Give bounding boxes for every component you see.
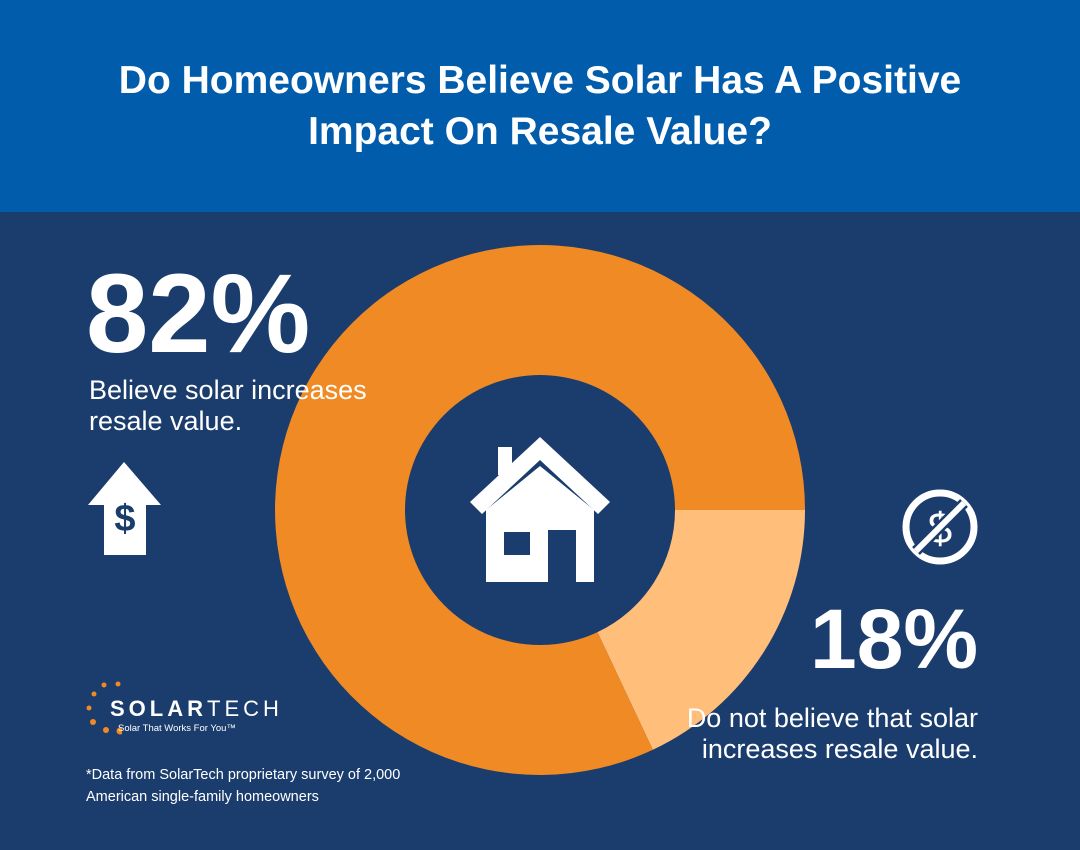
sun-dots-icon bbox=[86, 681, 124, 735]
no-dollar-icon: $ bbox=[902, 489, 978, 565]
house-icon bbox=[470, 437, 610, 582]
stat-82-value: 82% bbox=[86, 251, 311, 376]
footnote: *Data from SolarTech proprietary survey … bbox=[86, 767, 401, 805]
svg-text:$: $ bbox=[114, 498, 135, 540]
dollar-up-arrow-icon: $ bbox=[88, 462, 161, 555]
solartech-logo: SOLARTECH Solar That Works For You™ bbox=[82, 680, 279, 745]
logo-tagline: Solar That Works For You™ bbox=[118, 723, 236, 734]
logo-name-light: TECH bbox=[207, 696, 283, 721]
donut-slice-18pct bbox=[597, 510, 805, 750]
donut-slice-82pct bbox=[275, 245, 805, 775]
header: Do Homeowners Believe Solar Has A Positi… bbox=[0, 0, 1080, 212]
stat-18-value: 18% bbox=[810, 592, 979, 686]
stat-82-label: Believe solar increases resale value. bbox=[89, 375, 367, 436]
stat-18-label: Do not believe that solar increases resa… bbox=[686, 703, 978, 764]
logo-name-bold: SOLAR bbox=[110, 696, 207, 721]
page-title: Do Homeowners Believe Solar Has A Positi… bbox=[118, 59, 962, 153]
